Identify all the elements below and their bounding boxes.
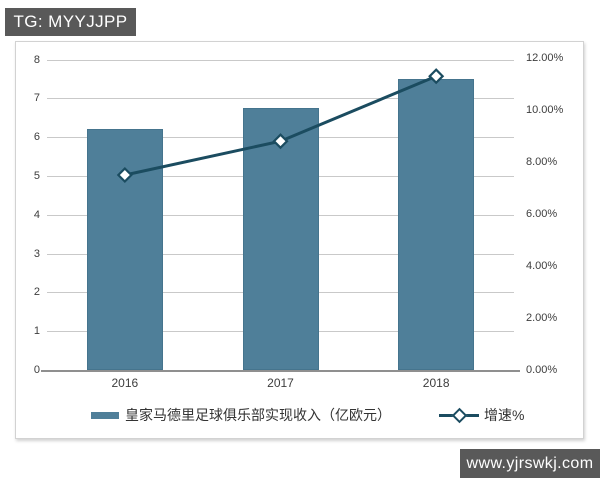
left-axis-tick-label: 2 (33, 286, 40, 299)
growth-point-marker (272, 133, 289, 150)
left-axis-tick-label: 0 (33, 364, 40, 376)
right-axis-tick-label: 8.00% (526, 156, 558, 168)
right-axis-tick-label: 12.00% (526, 52, 564, 64)
x-axis-tick-label: 2016 (111, 376, 139, 390)
left-axis-tick-label: 6 (33, 131, 40, 144)
left-axis-tick-label: 1 (33, 325, 40, 338)
right-axis-tick-label: 0.00% (526, 364, 558, 376)
x-axis-tick-label: 2017 (267, 376, 294, 390)
right-axis-tick-label: 10.00% (526, 104, 564, 116)
gridline (47, 59, 514, 61)
gridline (47, 98, 514, 100)
left-axis-tick-label: 3 (33, 247, 40, 260)
growth-point-marker (428, 68, 445, 85)
growth-line (124, 74, 437, 177)
source-tag-badge: TG: MYYJJPP (5, 8, 136, 36)
growth-line-layer (116, 68, 445, 184)
right-axis-tick-label: 2.00% (526, 312, 558, 324)
legend-label: 增速% (484, 407, 525, 423)
revenue-bar (242, 108, 319, 370)
watermark-text: www.yjrswkj.com (466, 454, 594, 472)
x-axis-tick-label: 2018 (422, 376, 450, 390)
x-axis-line (41, 370, 520, 372)
left-axis-tick-label: 7 (33, 92, 40, 105)
right-axis-tick-label: 6.00% (526, 208, 558, 220)
legend-diamond-marker-icon (451, 407, 468, 423)
legend-line-swatch (439, 407, 479, 423)
source-tag-label: TG: MYYJJPP (13, 12, 128, 31)
revenue-bar (398, 79, 475, 370)
left-axis-tick-label: 5 (33, 170, 40, 182)
growth-point-marker (116, 166, 133, 184)
left-axis-tick-label: 4 (33, 208, 40, 221)
watermark-badge: www.yjrswkj.com (460, 449, 600, 478)
legend-item: 皇家马德里足球俱乐部实现收入（亿欧元） (91, 405, 391, 425)
right-axis-tick-label: 4.00% (526, 260, 558, 272)
legend-label: 皇家马德里足球俱乐部实现收入（亿欧元） (125, 407, 391, 423)
legend-item: 增速% (439, 405, 524, 425)
chart-container: 0 1 2 3 4 5 6 7 8 0.00% 2.00% 4.00% 6.00% 8.00% 10.00%… (15, 41, 584, 439)
left-axis-tick-label: 8 (33, 53, 40, 66)
legend-bar-swatch (91, 411, 119, 419)
